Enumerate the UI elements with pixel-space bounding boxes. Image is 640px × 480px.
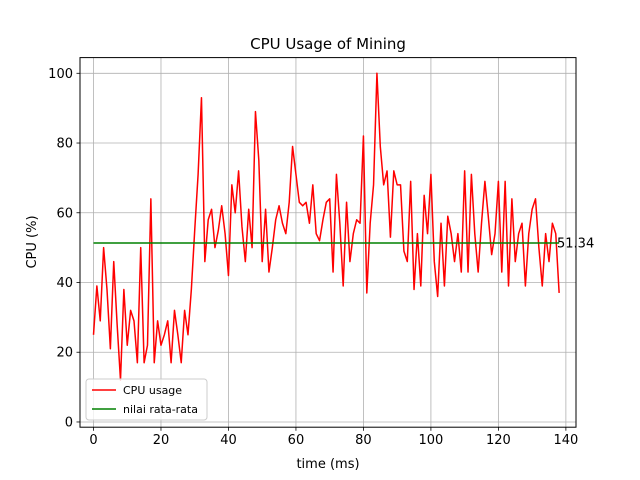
- y-tick-label: 0: [65, 415, 73, 430]
- x-tick-label: 100: [418, 433, 443, 448]
- chart-title: CPU Usage of Mining: [250, 35, 406, 53]
- x-tick-label: 0: [89, 433, 97, 448]
- legend-label-cpu-usage: CPU usage: [123, 384, 182, 397]
- x-tick-label: 40: [220, 433, 237, 448]
- x-axis-label: time (ms): [296, 457, 359, 472]
- x-tick-label: 140: [553, 433, 578, 448]
- legend: CPU usage nilai rata-rata: [85, 378, 208, 421]
- legend-label-nilai-rata-rata: nilai rata-rata: [123, 403, 198, 416]
- x-tick-label: 20: [153, 433, 170, 448]
- legend-box: [85, 378, 208, 421]
- y-tick-label: 100: [48, 67, 73, 82]
- x-tick-label: 80: [355, 433, 372, 448]
- plot-frame: [79, 57, 577, 428]
- y-axis-label: CPU (%): [25, 215, 40, 268]
- series-layer: [92, 72, 560, 381]
- y-tick-label: 40: [56, 276, 73, 291]
- y-tick-label: 80: [56, 137, 73, 152]
- y-tick-label: 20: [56, 346, 73, 361]
- axis-ticks: 0 20 40 60 80 100 120 140 0 20 40 60 80 100: [48, 67, 578, 448]
- x-tick-label: 60: [288, 433, 305, 448]
- y-tick-label: 60: [56, 206, 73, 221]
- mean-value-annotation: 51.34: [557, 236, 594, 251]
- series-line-cpu-usage: [92, 72, 560, 381]
- x-tick-label: 120: [486, 433, 511, 448]
